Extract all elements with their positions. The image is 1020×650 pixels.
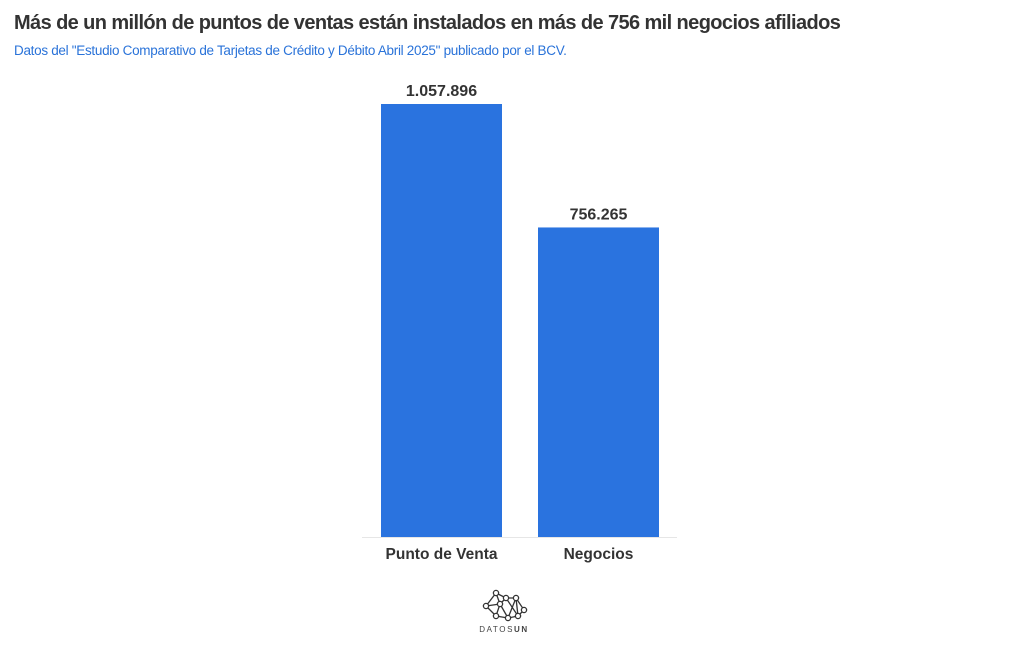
datosun-logo-icon bbox=[482, 589, 528, 622]
bar-0 bbox=[381, 104, 502, 537]
value-label: 1.057.896 bbox=[406, 83, 477, 100]
logo-text-a: DATOS bbox=[479, 625, 515, 634]
logo-text-b: UN bbox=[514, 625, 529, 634]
logo-wordmark: DATOSUN bbox=[470, 625, 538, 634]
chart-subtitle: Datos del "Estudio Comparativo de Tarjet… bbox=[14, 43, 567, 58]
bar-1 bbox=[538, 227, 659, 537]
category-label: Negocios bbox=[564, 546, 634, 563]
category-label: Punto de Venta bbox=[386, 546, 498, 563]
chart-title: Más de un millón de puntos de ventas est… bbox=[14, 12, 841, 34]
value-label: 756.265 bbox=[570, 206, 628, 223]
